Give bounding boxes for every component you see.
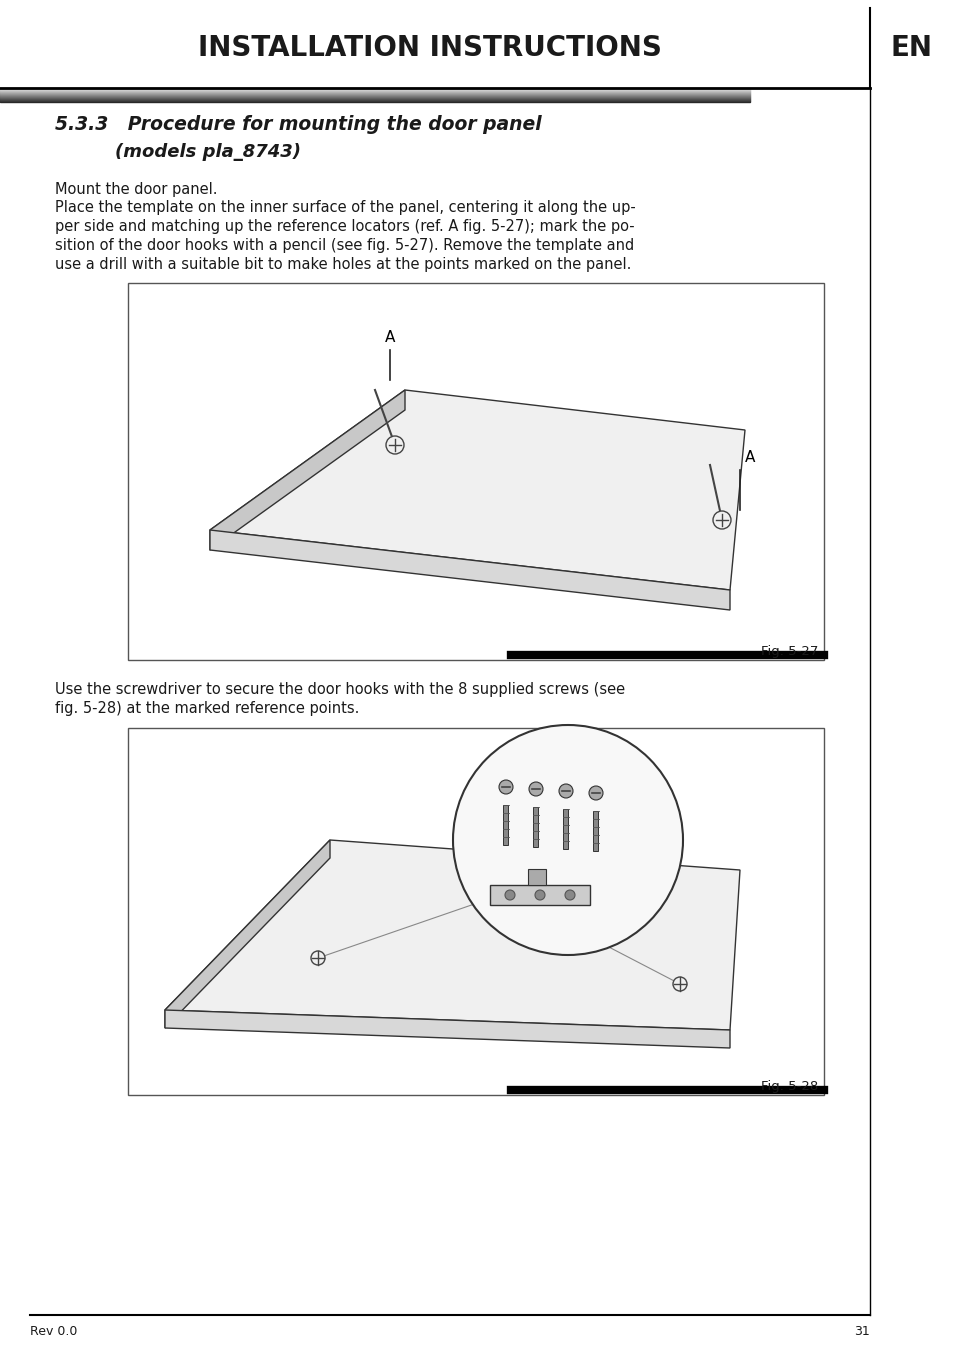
Text: Rev 0.0: Rev 0.0 bbox=[30, 1326, 77, 1338]
Text: use a drill with a suitable bit to make holes at the points marked on the panel.: use a drill with a suitable bit to make … bbox=[55, 257, 631, 272]
Polygon shape bbox=[210, 390, 405, 550]
Text: (models pla_8743): (models pla_8743) bbox=[115, 144, 301, 161]
Text: Fig. 5-27: Fig. 5-27 bbox=[760, 645, 817, 658]
Text: sition of the door hooks with a pencil (see fig. 5-27). Remove the template and: sition of the door hooks with a pencil (… bbox=[55, 238, 634, 253]
Text: EN: EN bbox=[890, 34, 932, 62]
Bar bbox=[128, 283, 823, 659]
Circle shape bbox=[311, 951, 325, 965]
Bar bbox=[593, 811, 598, 852]
Text: Mount the door panel.: Mount the door panel. bbox=[55, 181, 217, 196]
Circle shape bbox=[588, 787, 602, 800]
Text: Fig. 5-28: Fig. 5-28 bbox=[760, 1080, 817, 1093]
Circle shape bbox=[535, 890, 544, 900]
Bar bbox=[563, 808, 568, 849]
Text: A: A bbox=[744, 450, 755, 464]
Bar bbox=[128, 728, 823, 1095]
Circle shape bbox=[558, 784, 573, 798]
Text: 5.3.3   Procedure for mounting the door panel: 5.3.3 Procedure for mounting the door pa… bbox=[55, 115, 541, 134]
Text: A: A bbox=[384, 330, 395, 345]
Circle shape bbox=[386, 436, 403, 454]
Polygon shape bbox=[165, 839, 330, 1028]
Polygon shape bbox=[165, 839, 740, 1030]
Polygon shape bbox=[210, 390, 744, 590]
Circle shape bbox=[564, 890, 575, 900]
Text: Place the template on the inner surface of the panel, centering it along the up-: Place the template on the inner surface … bbox=[55, 200, 635, 215]
Bar bbox=[533, 807, 537, 848]
Text: fig. 5-28) at the marked reference points.: fig. 5-28) at the marked reference point… bbox=[55, 701, 359, 716]
Text: Use the screwdriver to secure the door hooks with the 8 supplied screws (see: Use the screwdriver to secure the door h… bbox=[55, 682, 624, 697]
Circle shape bbox=[529, 783, 542, 796]
Polygon shape bbox=[165, 1010, 729, 1048]
Circle shape bbox=[498, 780, 513, 793]
Bar bbox=[527, 869, 545, 886]
Circle shape bbox=[504, 890, 515, 900]
Circle shape bbox=[672, 978, 686, 991]
Text: 31: 31 bbox=[853, 1326, 869, 1338]
Bar bbox=[490, 886, 589, 904]
Text: per side and matching up the reference locators (ref. A fig. 5-27); mark the po-: per side and matching up the reference l… bbox=[55, 219, 634, 234]
Circle shape bbox=[712, 510, 730, 529]
Bar bbox=[503, 806, 508, 845]
Polygon shape bbox=[210, 529, 729, 611]
Text: INSTALLATION INSTRUCTIONS: INSTALLATION INSTRUCTIONS bbox=[198, 34, 661, 62]
Circle shape bbox=[453, 724, 682, 955]
